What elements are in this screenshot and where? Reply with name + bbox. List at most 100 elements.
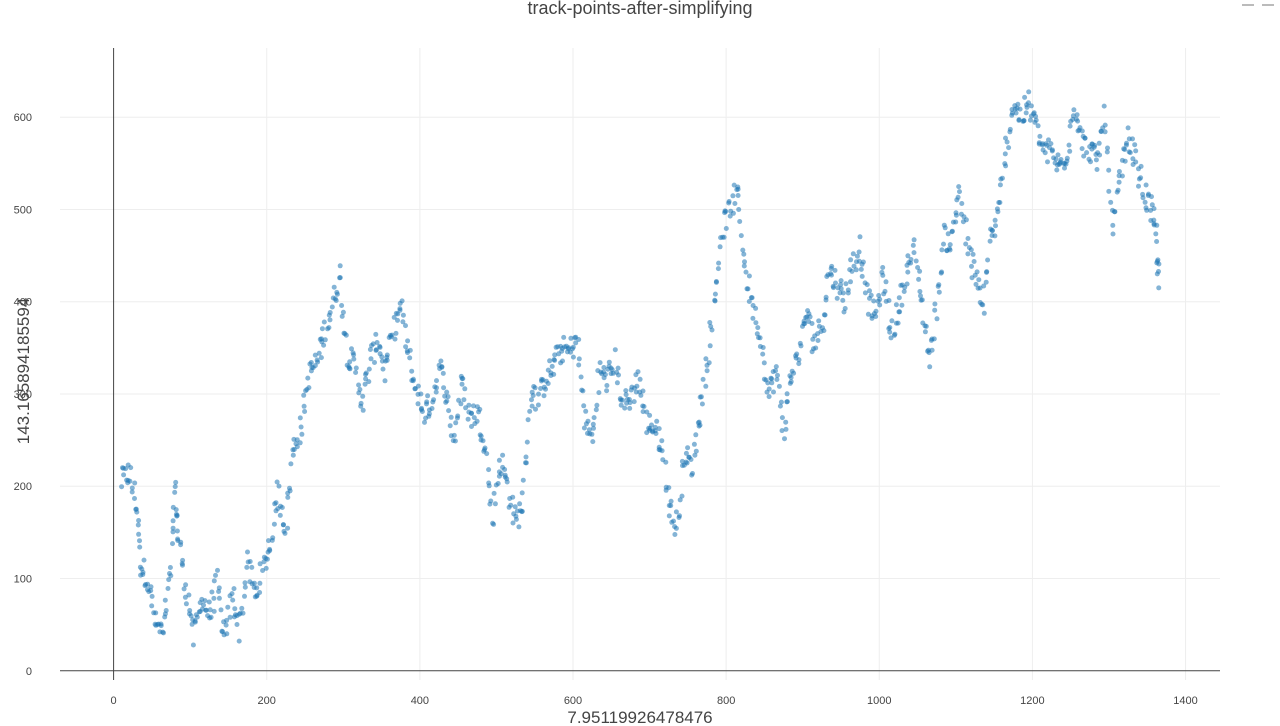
data-point (640, 409, 646, 415)
data-point (213, 572, 218, 578)
data-point (927, 364, 933, 370)
data-point (854, 253, 860, 259)
data-point (782, 436, 787, 442)
data-point (285, 525, 291, 531)
y-tick-label: 100 (14, 574, 32, 586)
data-point (1156, 285, 1162, 291)
data-point (838, 282, 844, 288)
data-point (620, 397, 625, 403)
data-point (860, 259, 866, 265)
data-point (916, 276, 922, 282)
data-point (754, 331, 760, 337)
data-point (285, 494, 291, 500)
chart-modebar[interactable] (1242, 0, 1274, 6)
data-point (887, 329, 893, 335)
data-point (329, 304, 335, 310)
data-point (895, 320, 901, 326)
data-point (746, 299, 752, 304)
data-point (277, 512, 283, 518)
data-point (520, 477, 526, 483)
data-point (360, 407, 366, 413)
data-point (162, 597, 168, 603)
data-point (178, 542, 184, 548)
data-point (1093, 157, 1099, 163)
data-point (1023, 110, 1029, 116)
data-point (290, 452, 296, 458)
data-point (750, 315, 756, 321)
data-point (692, 452, 698, 458)
data-point (306, 385, 312, 391)
data-point (158, 621, 164, 627)
data-point (488, 498, 494, 504)
data-point (257, 561, 263, 567)
data-point (351, 356, 357, 362)
data-point (774, 377, 780, 382)
data-point (876, 293, 882, 298)
data-point (533, 406, 538, 412)
data-point (513, 513, 519, 519)
data-point (741, 251, 747, 257)
data-point (353, 365, 359, 371)
data-point (693, 432, 699, 438)
data-point (510, 494, 516, 500)
data-point (612, 347, 618, 353)
data-point (279, 505, 285, 510)
data-point (596, 390, 602, 396)
data-point (684, 460, 690, 466)
data-point (536, 391, 541, 397)
data-point (294, 444, 300, 450)
chart-title: track-points-after-simplifying (527, 0, 753, 18)
data-point (337, 275, 343, 281)
data-point (1149, 194, 1154, 200)
data-point (347, 359, 353, 365)
data-point (137, 538, 142, 544)
data-point (302, 409, 308, 414)
data-point (140, 569, 146, 575)
data-point (392, 336, 398, 342)
data-point (1151, 217, 1157, 223)
data-point (1097, 152, 1103, 158)
data-point (444, 389, 450, 395)
data-point (263, 565, 269, 571)
data-point (357, 387, 363, 392)
data-point (934, 316, 940, 322)
tick-labels: 0 200 400 600 800 1000 1200 1400 0 100 200 300 400 50… (14, 112, 1198, 707)
data-point (888, 335, 894, 341)
data-point (519, 490, 525, 496)
data-point (931, 336, 937, 342)
data-point (823, 294, 829, 300)
data-point (460, 376, 466, 382)
data-point (132, 496, 137, 501)
data-point (652, 428, 658, 434)
data-point (297, 440, 303, 446)
data-point (576, 362, 582, 368)
data-point (753, 320, 759, 326)
data-point (419, 409, 425, 414)
data-point (447, 423, 453, 429)
data-point (339, 313, 345, 319)
data-point (769, 380, 775, 386)
data-point (415, 383, 421, 389)
data-point (322, 337, 328, 343)
data-point (1084, 150, 1090, 156)
data-point (769, 376, 775, 382)
data-point (194, 614, 200, 620)
data-point (576, 337, 582, 342)
data-point (816, 318, 822, 324)
data-point (631, 399, 637, 405)
data-point (502, 467, 508, 472)
toolbar-icon[interactable] (1242, 0, 1254, 6)
data-point (1125, 125, 1131, 131)
data-point (698, 394, 704, 400)
toolbar-icon[interactable] (1262, 0, 1274, 6)
data-point (223, 622, 229, 628)
data-point (1033, 117, 1039, 123)
data-point (334, 291, 340, 297)
data-point (333, 298, 339, 303)
data-point (400, 312, 406, 318)
data-point (276, 483, 282, 489)
data-point (740, 247, 746, 253)
data-point (968, 247, 974, 253)
data-point (663, 459, 669, 465)
